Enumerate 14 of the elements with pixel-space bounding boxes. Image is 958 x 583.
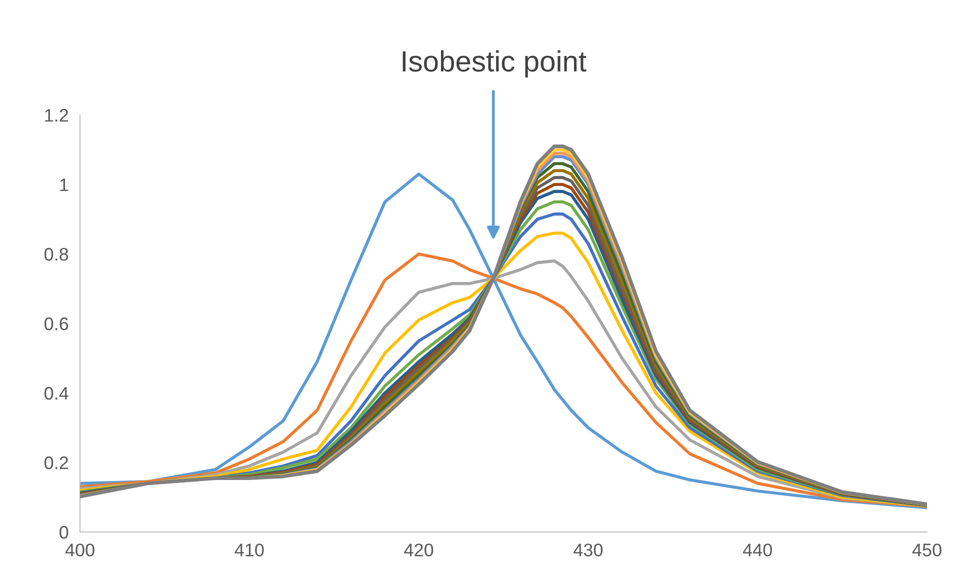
- y-tick-label: 1: [60, 178, 68, 192]
- y-tick-label: 0.6: [44, 317, 68, 330]
- x-tick-label: 420: [404, 544, 434, 556]
- x-tick-label: 400: [65, 544, 94, 556]
- x-tick-label: 450: [912, 544, 942, 556]
- x-tick-label: 430: [574, 544, 603, 556]
- y-tick-label: 0.8: [44, 248, 68, 261]
- y-tick-label: 1.2: [45, 108, 68, 122]
- y-tick-label: 0.2: [44, 456, 68, 470]
- y-tick-label: 0.4: [44, 386, 68, 400]
- text: Isobestic point: [402, 50, 586, 78]
- y-tick-label: 0: [60, 526, 68, 539]
- x-tick-label: 410: [234, 544, 264, 556]
- x-tick-label: 440: [742, 544, 772, 556]
